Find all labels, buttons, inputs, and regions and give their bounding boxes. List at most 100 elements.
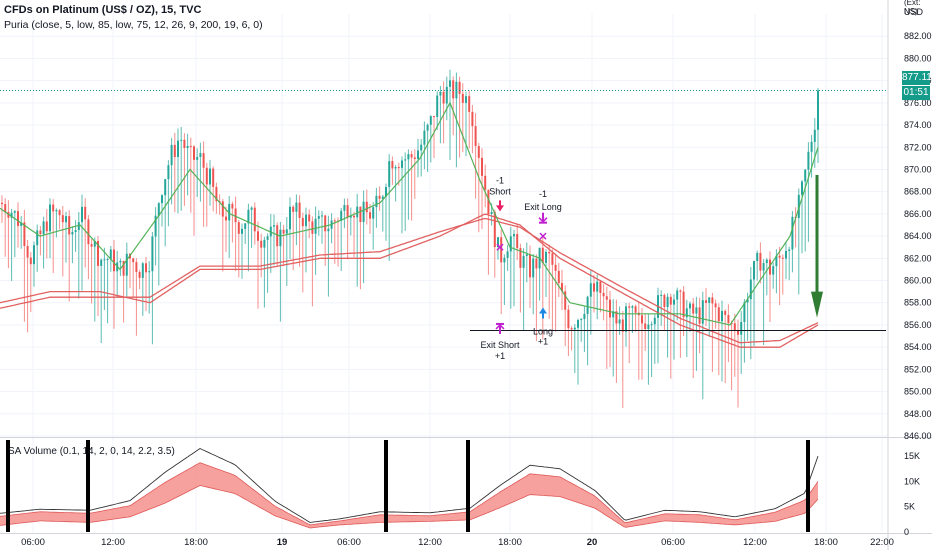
candle-down: [711, 297, 714, 304]
period-marker-bar: [384, 440, 388, 532]
volume-tick-label: 10K: [904, 476, 920, 486]
candle-up: [532, 258, 535, 278]
ma_slow_2-line: [0, 217, 819, 344]
candle-up: [756, 252, 759, 262]
volume-axis[interactable]: 0 5K 10K 15K: [904, 451, 920, 537]
candle-down: [298, 202, 301, 218]
candle-up: [151, 236, 154, 272]
candle-down: [122, 260, 125, 276]
candle-down: [714, 303, 717, 308]
exit-short-head-icon: [495, 323, 505, 330]
time-tick-label: 19: [277, 537, 288, 548]
moving-averages: [0, 101, 819, 348]
signal-label: -1: [496, 176, 504, 186]
candle-up: [295, 202, 298, 212]
candle-up: [305, 214, 307, 227]
candle-up: [13, 211, 16, 213]
candle-up: [401, 160, 403, 168]
candle-up: [426, 124, 429, 131]
candle-up: [404, 159, 407, 161]
time-tick-label: 18:00: [814, 537, 838, 548]
candle-down: [237, 222, 240, 234]
horizontal-level-line[interactable]: [0, 90, 888, 331]
candle-up: [356, 206, 359, 218]
candle-up: [125, 253, 128, 276]
volume-band-upper-line: [0, 462, 819, 526]
candle-up: [695, 307, 698, 314]
candle-down: [97, 240, 99, 266]
signal-label: +1: [538, 337, 548, 347]
candle-down: [570, 328, 573, 330]
candle-down: [493, 211, 496, 247]
time-axis[interactable]: 06:00 12:00 18:00 19 06:00 12:00 18:00 20 06:00 1…: [21, 537, 894, 548]
candle-up: [340, 210, 343, 221]
candle-down: [276, 225, 279, 247]
candle-down: [23, 222, 26, 246]
candle-up: [673, 299, 675, 305]
candle-down: [225, 216, 227, 221]
candle-down: [487, 189, 490, 214]
price-tick-label: 864.00: [904, 231, 932, 241]
subpane-title[interactable]: SA Volume (0.1, 14, 2, 0, 14, 2.2, 3.5): [8, 446, 175, 457]
candle-up: [801, 181, 803, 195]
candle-down: [353, 215, 355, 218]
currency-label[interactable]: USD: [904, 7, 924, 17]
candle-up: [660, 294, 663, 296]
candle-down: [4, 204, 7, 212]
candle-down: [359, 206, 362, 223]
candle-up: [708, 297, 711, 303]
candle-up: [765, 259, 768, 264]
candle-down: [605, 296, 608, 300]
candle-down: [257, 231, 259, 241]
candle-down: [516, 234, 519, 249]
price-tick-label: 868.00: [904, 187, 932, 197]
candle-up: [33, 245, 35, 265]
candle-up: [244, 223, 247, 229]
price-candles[interactable]: [1, 69, 819, 408]
candle-down: [231, 203, 234, 209]
candle-up: [250, 207, 253, 210]
candle-up: [285, 229, 288, 234]
candle-up: [119, 260, 122, 263]
candle-down: [87, 219, 90, 245]
candle-up: [263, 239, 266, 248]
candle-up: [372, 207, 375, 219]
candle-down: [564, 291, 567, 310]
big-signal-arrowhead-icon: [811, 291, 823, 318]
candle-up: [321, 215, 323, 217]
candle-up: [362, 201, 365, 223]
candle-up: [161, 195, 163, 204]
candle-up: [266, 236, 269, 240]
candle-down: [132, 258, 135, 263]
price-tick-label: 882.00: [904, 31, 932, 41]
candle-down: [724, 310, 727, 315]
candle-up: [653, 317, 656, 325]
candle-up: [388, 161, 391, 187]
candle-up: [506, 251, 509, 258]
candle-up: [743, 302, 746, 322]
candle-up: [100, 259, 103, 266]
candle-up: [545, 251, 547, 263]
chart-title[interactable]: CFDs on Platinum (US$ / OZ), 15, TVC: [4, 4, 202, 16]
candle-up: [394, 167, 397, 169]
candle-down: [212, 168, 215, 187]
time-tick-label: 06:00: [21, 537, 45, 548]
candle-up: [273, 225, 275, 227]
candle-up: [417, 150, 419, 160]
time-tick-label: 18:00: [184, 537, 208, 548]
candle-up: [42, 221, 45, 235]
candle-up: [74, 230, 77, 232]
period-marker-bar: [6, 440, 10, 532]
candle-down: [113, 249, 115, 272]
candle-down: [698, 307, 701, 324]
period-marker-bar: [466, 440, 470, 532]
indicator-legend[interactable]: Puria (close, 5, low, 85, low, 75, 12, 2…: [4, 19, 263, 31]
candle-down: [183, 139, 186, 148]
candle-up: [647, 324, 650, 330]
candle-up: [36, 230, 39, 246]
candle-down: [84, 206, 87, 220]
candle-down: [333, 220, 336, 222]
candle-up: [439, 91, 442, 96]
